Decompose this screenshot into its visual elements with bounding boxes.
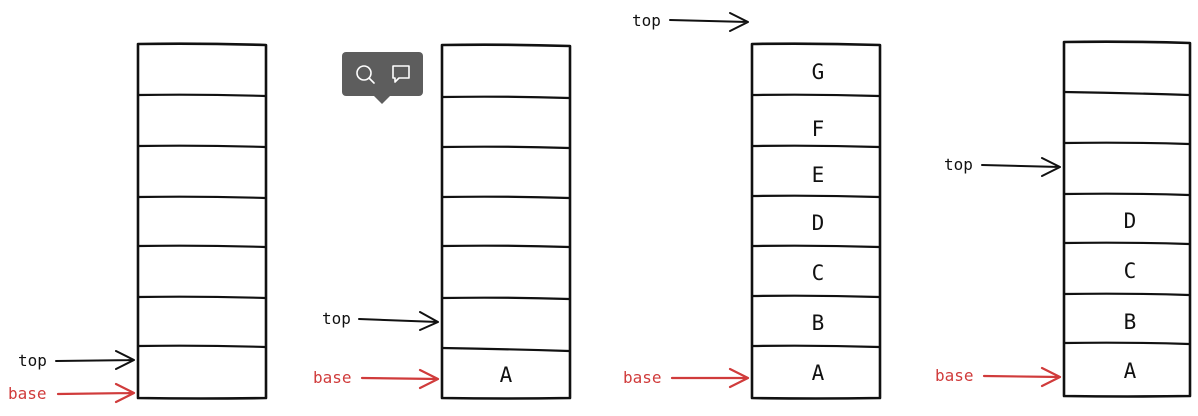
stack-4: D C B A top base xyxy=(935,40,1192,398)
comment-button[interactable] xyxy=(389,62,413,86)
stack-4-divider xyxy=(1062,292,1191,297)
stack-3-divider xyxy=(750,294,881,299)
annotation-toolbar xyxy=(342,52,423,104)
top-pointer-arrow xyxy=(981,157,1061,177)
stack-1-divider xyxy=(136,344,267,349)
stack-4-divider xyxy=(1062,90,1191,97)
top-pointer-label: top xyxy=(632,11,661,30)
stack-2-frame xyxy=(440,43,572,400)
stack-3: G F E D C B A top base xyxy=(623,11,882,400)
base-pointer-label: base xyxy=(935,366,974,385)
base-pointer-arrow xyxy=(56,382,136,404)
base-pointer-label: base xyxy=(623,368,662,387)
stack-1-divider xyxy=(136,244,267,249)
base-pointer-arrow xyxy=(360,368,440,390)
stack-1: top base xyxy=(8,42,268,404)
stack-cell-label: C xyxy=(1124,259,1137,283)
stack-4-divider xyxy=(1062,341,1191,346)
stack-2-divider xyxy=(440,95,571,100)
stack-2-divider xyxy=(440,195,571,200)
base-pointer-arrow xyxy=(982,366,1062,388)
stack-1-frame xyxy=(136,42,268,400)
stack-cell-label: G xyxy=(812,60,825,84)
stack-4-divider xyxy=(1062,192,1191,197)
stack-2: A top base xyxy=(313,43,572,400)
top-pointer-arrow xyxy=(55,350,135,370)
stack-4-divider xyxy=(1062,241,1191,246)
stack-3-divider xyxy=(750,144,881,149)
stack-1-divider xyxy=(136,93,267,98)
stack-3-divider xyxy=(750,93,881,98)
stack-cell-label: A xyxy=(500,363,513,387)
stack-cell-label: F xyxy=(812,117,825,141)
stack-2-divider xyxy=(440,244,571,249)
search-icon xyxy=(355,65,375,84)
stack-cell-label: E xyxy=(812,163,825,187)
stack-cell-label: B xyxy=(812,311,825,335)
base-pointer-arrow xyxy=(670,367,750,389)
stack-cell-label: A xyxy=(1124,359,1137,383)
top-pointer-arrow xyxy=(669,12,749,32)
stack-3-divider xyxy=(750,344,881,349)
stack-1-divider xyxy=(136,195,267,200)
stack-2-divider xyxy=(440,346,571,353)
stack-1-divider xyxy=(136,295,267,300)
comment-icon xyxy=(391,65,410,83)
stack-3-divider xyxy=(750,194,881,199)
top-pointer-label: top xyxy=(18,351,47,370)
stack-cell-label: B xyxy=(1124,310,1137,334)
stack-3-frame xyxy=(750,42,882,400)
top-pointer-arrow xyxy=(358,311,439,331)
stack-cell-label: A xyxy=(812,361,825,385)
stack-1-divider xyxy=(136,144,267,149)
base-pointer-label: base xyxy=(313,368,352,387)
top-pointer-label: top xyxy=(322,309,351,328)
stack-2-divider xyxy=(440,296,571,301)
stack-4-frame xyxy=(1062,40,1192,398)
stack-3-divider xyxy=(750,244,881,249)
stack-cell-label: D xyxy=(1124,209,1137,233)
top-pointer-label: top xyxy=(944,155,973,174)
stack-2-divider xyxy=(440,145,571,150)
base-pointer-label: base xyxy=(8,384,47,403)
stack-4-divider xyxy=(1062,141,1191,146)
stack-cell-label: D xyxy=(812,211,825,235)
stack-cell-label: C xyxy=(812,261,825,285)
search-button[interactable] xyxy=(353,62,377,86)
